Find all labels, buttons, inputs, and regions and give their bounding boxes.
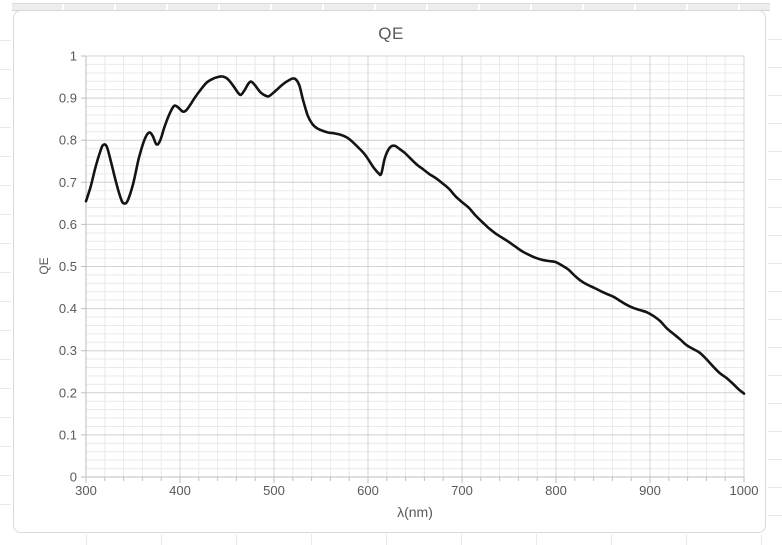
x-axis-title: λ(nm): [397, 504, 433, 520]
y-tick-label: 0.9: [59, 91, 77, 106]
y-tick-label: 0.6: [59, 217, 77, 232]
x-tick-label: 700: [451, 483, 473, 498]
x-tick-label: 800: [545, 483, 567, 498]
y-tick-label: 0.2: [59, 385, 77, 400]
chart-title: QE: [378, 24, 404, 43]
spreadsheet-left-edge: [0, 12, 11, 533]
x-tick-label: 500: [263, 483, 285, 498]
x-tick-label: 1000: [730, 483, 759, 498]
y-tick-label: 0.8: [59, 133, 77, 148]
y-tick-label: 0.1: [59, 427, 77, 442]
y-tick-label: 1: [70, 49, 77, 64]
qe-chart-object[interactable]: [13, 10, 766, 533]
spreadsheet-right-edge: [768, 12, 782, 533]
y-tick-label: 0.7: [59, 175, 77, 190]
x-tick-label: 400: [169, 483, 191, 498]
y-axis-title: QE: [37, 257, 51, 275]
spreadsheet-bottom-edge: [12, 534, 770, 545]
y-tick-label: 0.4: [59, 301, 77, 316]
x-tick-label: 900: [639, 483, 661, 498]
y-tick-label: 0.5: [59, 259, 77, 274]
x-tick-label: 600: [357, 483, 379, 498]
qe-curve: [84, 75, 746, 395]
y-tick-label: 0.3: [59, 343, 77, 358]
x-tick-label: 300: [75, 483, 97, 498]
y-tick-label: 0: [70, 470, 77, 485]
